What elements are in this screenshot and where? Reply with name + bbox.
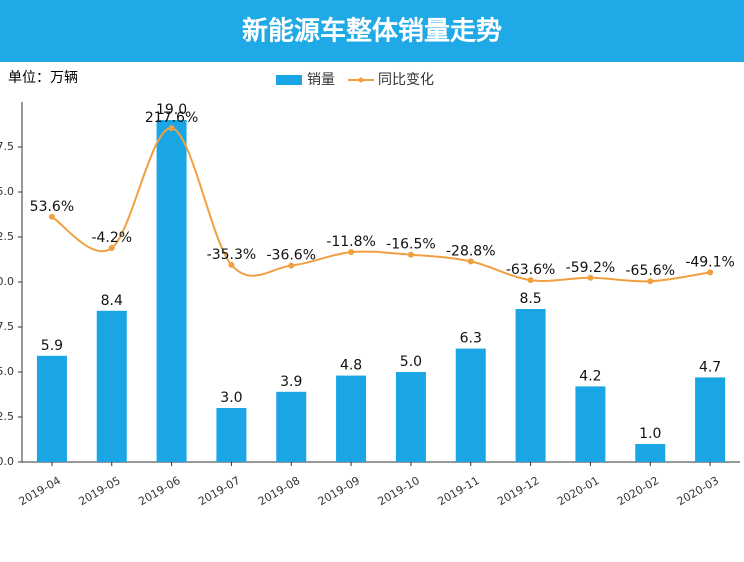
title-banner [0,0,744,62]
bar-value-label: 5.0 [400,354,422,370]
x-tick-label: 2019-07 [196,474,242,508]
bar-value-label: 6.3 [460,331,482,347]
line-marker [228,261,235,268]
line-marker [108,245,115,252]
line-value-label: -36.6% [266,248,316,264]
bar [515,309,546,462]
unit-label: 单位：万辆 [8,70,78,86]
line-value-label: -11.8% [326,234,376,250]
bar-value-label: 1.0 [639,426,661,442]
line-marker [647,278,654,285]
legend-label: 销量 [307,72,335,88]
y-tick-label: 7.5 [0,320,14,333]
x-tick-label: 2020-03 [675,474,721,508]
chart-title: 新能源车整体销量走势 [242,16,502,47]
line-value-label: -28.8% [446,243,496,259]
bar [455,348,486,462]
x-tick-label: 2020-01 [555,474,601,508]
legend-swatch-marker [358,77,364,83]
bar [216,408,247,462]
bar [575,386,606,462]
line-value-label: 53.6% [30,199,74,215]
bar-value-label: 8.5 [519,291,541,307]
line-marker [527,277,534,284]
bar-value-label: 4.2 [579,368,601,384]
line-value-label: -59.2% [566,260,616,276]
x-tick-label: 2019-09 [316,474,362,508]
line-value-label: -35.3% [207,247,257,263]
line-value-label: -65.6% [625,263,675,279]
bar [276,391,307,462]
line-marker [48,213,55,220]
line-marker [467,258,474,265]
x-tick-label: 2019-10 [376,474,422,508]
y-tick-label: 17.5 [0,140,14,153]
line-value-label: 217.6% [145,110,198,126]
bar-value-label: 3.0 [220,390,242,406]
x-tick-label: 2019-08 [256,474,302,508]
x-tick-label: 2019-06 [136,474,182,508]
line-value-label: -63.6% [506,262,556,278]
bar [36,355,67,462]
line-marker [587,274,594,281]
bar-value-label: 4.8 [340,358,362,374]
bar [395,372,426,462]
y-tick-label: 12.5 [0,230,14,243]
y-tick-label: 5.0 [0,365,14,378]
x-tick-label: 2019-11 [435,474,481,508]
bar-value-label: 19.0 [156,102,187,118]
x-tick-label: 2019-12 [495,474,541,508]
bar [96,310,127,462]
x-tick-label: 2019-05 [76,474,122,508]
line-value-label: -49.1% [685,254,735,270]
line-value-label: -4.2% [91,230,132,246]
line-value-label: -16.5% [386,237,436,253]
y-tick-label: 0.0 [0,455,14,468]
legend-label: 同比变化 [378,72,434,88]
y-tick-label: 15.0 [0,185,14,198]
bar [156,120,187,462]
line [51,127,711,283]
line-marker [407,251,414,258]
line-marker [168,125,175,132]
bar [336,375,367,462]
bar-value-label: 8.4 [101,293,123,309]
x-tick-label: 2019-04 [17,474,63,508]
y-tick-label: 10.0 [0,275,14,288]
line-marker [288,262,295,269]
x-tick-label: 2020-02 [615,474,661,508]
bar-value-label: 3.9 [280,374,302,390]
bar [635,444,666,462]
line-marker [348,249,355,256]
line-marker [707,269,714,276]
bar [695,377,726,462]
y-tick-label: 2.5 [0,410,14,423]
legend-swatch-bar [276,75,302,85]
bar-value-label: 4.7 [699,359,721,375]
bar-value-label: 5.9 [41,338,63,354]
